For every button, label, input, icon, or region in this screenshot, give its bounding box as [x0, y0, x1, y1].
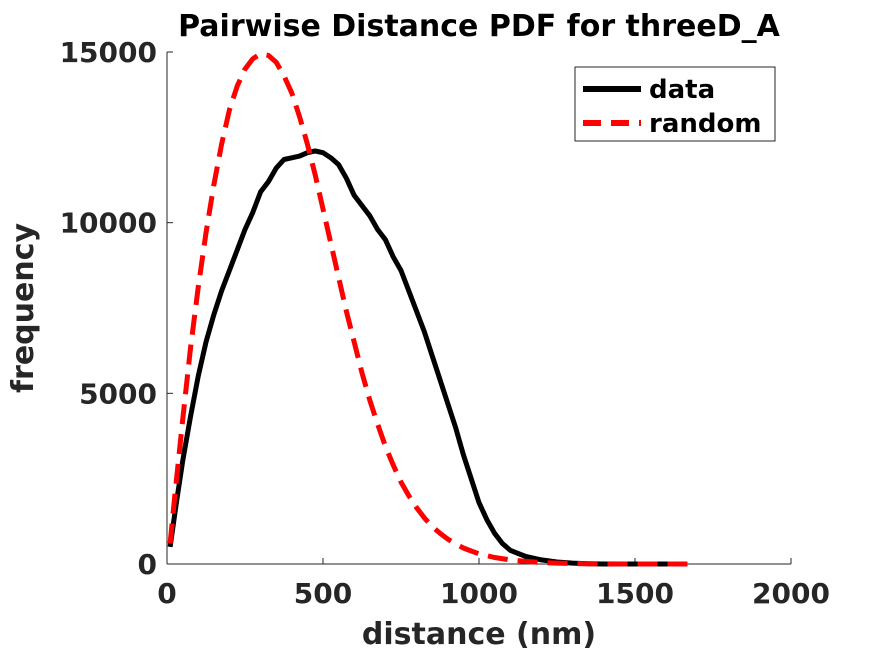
x-ticks: 0 500 1000 1500 2000 — [157, 558, 830, 610]
y-tick-label: 15000 — [60, 36, 157, 69]
x-tick-label: 2000 — [752, 577, 830, 610]
y-tick-label: 10000 — [60, 207, 157, 240]
series-layer — [167, 51, 698, 567]
y-tick-label: 5000 — [79, 377, 157, 410]
legend-box — [574, 66, 776, 142]
legend: data random — [574, 66, 776, 142]
x-tick-label: 0 — [157, 577, 176, 610]
x-axis-label: distance (nm) — [362, 617, 596, 652]
series-line-random — [167, 51, 698, 567]
series-line-data — [167, 148, 682, 567]
y-ticks: 0 5000 10000 15000 — [60, 36, 173, 581]
legend-label-data: data — [649, 75, 715, 105]
x-tick-label: 1000 — [440, 577, 518, 610]
x-tick-label: 500 — [294, 577, 352, 610]
chart-title: Pairwise Distance PDF for threeD_A — [178, 9, 781, 44]
y-axis-label: frequency — [6, 223, 41, 394]
y-tick-label: 0 — [138, 548, 157, 581]
x-tick-label: 1500 — [596, 577, 674, 610]
legend-label-random: random — [649, 109, 761, 139]
